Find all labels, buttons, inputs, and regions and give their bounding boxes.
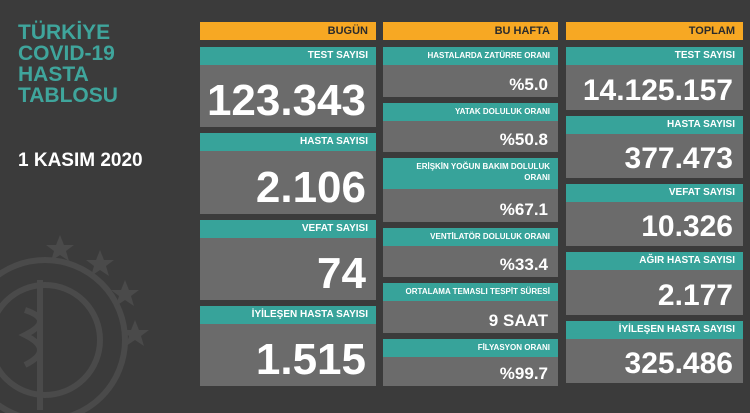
stat-value: %33.4 (383, 246, 558, 277)
stat-box: VEFAT SAYISI 10.326 (566, 184, 743, 246)
stat-value: 2.106 (200, 151, 376, 214)
stat-box: VENTİLATÖR DOLULUK ORANI %33.4 (383, 228, 558, 277)
stat-box: FİLYASYON ORANI %99.7 (383, 339, 558, 386)
stat-value: 2.177 (566, 270, 743, 315)
stat-value: 325.486 (566, 339, 743, 383)
column-header: BU HAFTA (383, 22, 558, 40)
stat-value: %99.7 (383, 357, 558, 386)
stat-box: HASTALARDA ZATÜRRE ORANI %5.0 (383, 47, 558, 97)
stat-label: ERİŞKİN YOĞUN BAKIM DOLULUK ORANI (383, 158, 558, 189)
stat-value: %50.8 (383, 121, 558, 152)
stat-value: %5.0 (383, 65, 558, 97)
stat-label: VEFAT SAYISI (200, 220, 376, 238)
stat-label: FİLYASYON ORANI (383, 339, 558, 357)
stat-box: TEST SAYISI 14.125.157 (566, 47, 743, 110)
stat-box: VEFAT SAYISI 74 (200, 220, 376, 300)
title-line: HASTA (18, 63, 89, 86)
stat-box: İYİLEŞEN HASTA SAYISI 1.515 (200, 306, 376, 386)
title-line: COVID-19 (18, 42, 115, 65)
stat-value: 377.473 (566, 134, 743, 178)
stat-value: 14.125.157 (566, 65, 743, 110)
stat-label: TEST SAYISI (566, 47, 743, 65)
stat-box: YATAK DOLULUK ORANI %50.8 (383, 103, 558, 152)
stat-box: HASTA SAYISI 377.473 (566, 116, 743, 178)
stat-label: İYİLEŞEN HASTA SAYISI (566, 321, 743, 339)
stat-label: HASTA SAYISI (566, 116, 743, 134)
stat-value: 10.326 (566, 202, 743, 246)
stat-label: TEST SAYISI (200, 47, 376, 65)
stat-box: AĞIR HASTA SAYISI 2.177 (566, 252, 743, 315)
stat-label: AĞIR HASTA SAYISI (566, 252, 743, 270)
stat-label: ORTALAMA TEMASLI TESPİT SÜRESİ (383, 283, 558, 301)
stat-box: TEST SAYISI 123.343 (200, 47, 376, 127)
stat-value: 123.343 (200, 65, 376, 127)
title-line: TABLOSU (18, 84, 118, 107)
title-line: TÜRKİYE (18, 21, 111, 44)
emblem (0, 235, 149, 413)
column-header: TOPLAM (566, 22, 743, 40)
stat-box: ERİŞKİN YOĞUN BAKIM DOLULUK ORANI %67.1 (383, 158, 558, 222)
stat-label: YATAK DOLULUK ORANI (383, 103, 558, 121)
stat-label: İYİLEŞEN HASTA SAYISI (200, 306, 376, 324)
stat-box: HASTA SAYISI 2.106 (200, 133, 376, 214)
stat-box: İYİLEŞEN HASTA SAYISI 325.486 (566, 321, 743, 383)
stat-label: HASTALARDA ZATÜRRE ORANI (383, 47, 558, 65)
stat-box: ORTALAMA TEMASLI TESPİT SÜRESİ 9 SAAT (383, 283, 558, 333)
date: 1 KASIM 2020 (18, 150, 143, 171)
stat-value: 74 (200, 238, 376, 300)
stat-value: %67.1 (383, 189, 558, 222)
title: TÜRKİYE COVID-19 HASTA TABLOSU (18, 22, 118, 106)
stat-label: VENTİLATÖR DOLULUK ORANI (383, 228, 558, 246)
stat-value: 1.515 (200, 324, 376, 386)
column-header: BUGÜN (200, 22, 376, 40)
stat-value: 9 SAAT (383, 301, 558, 333)
stat-label: HASTA SAYISI (200, 133, 376, 151)
stat-label: VEFAT SAYISI (566, 184, 743, 202)
